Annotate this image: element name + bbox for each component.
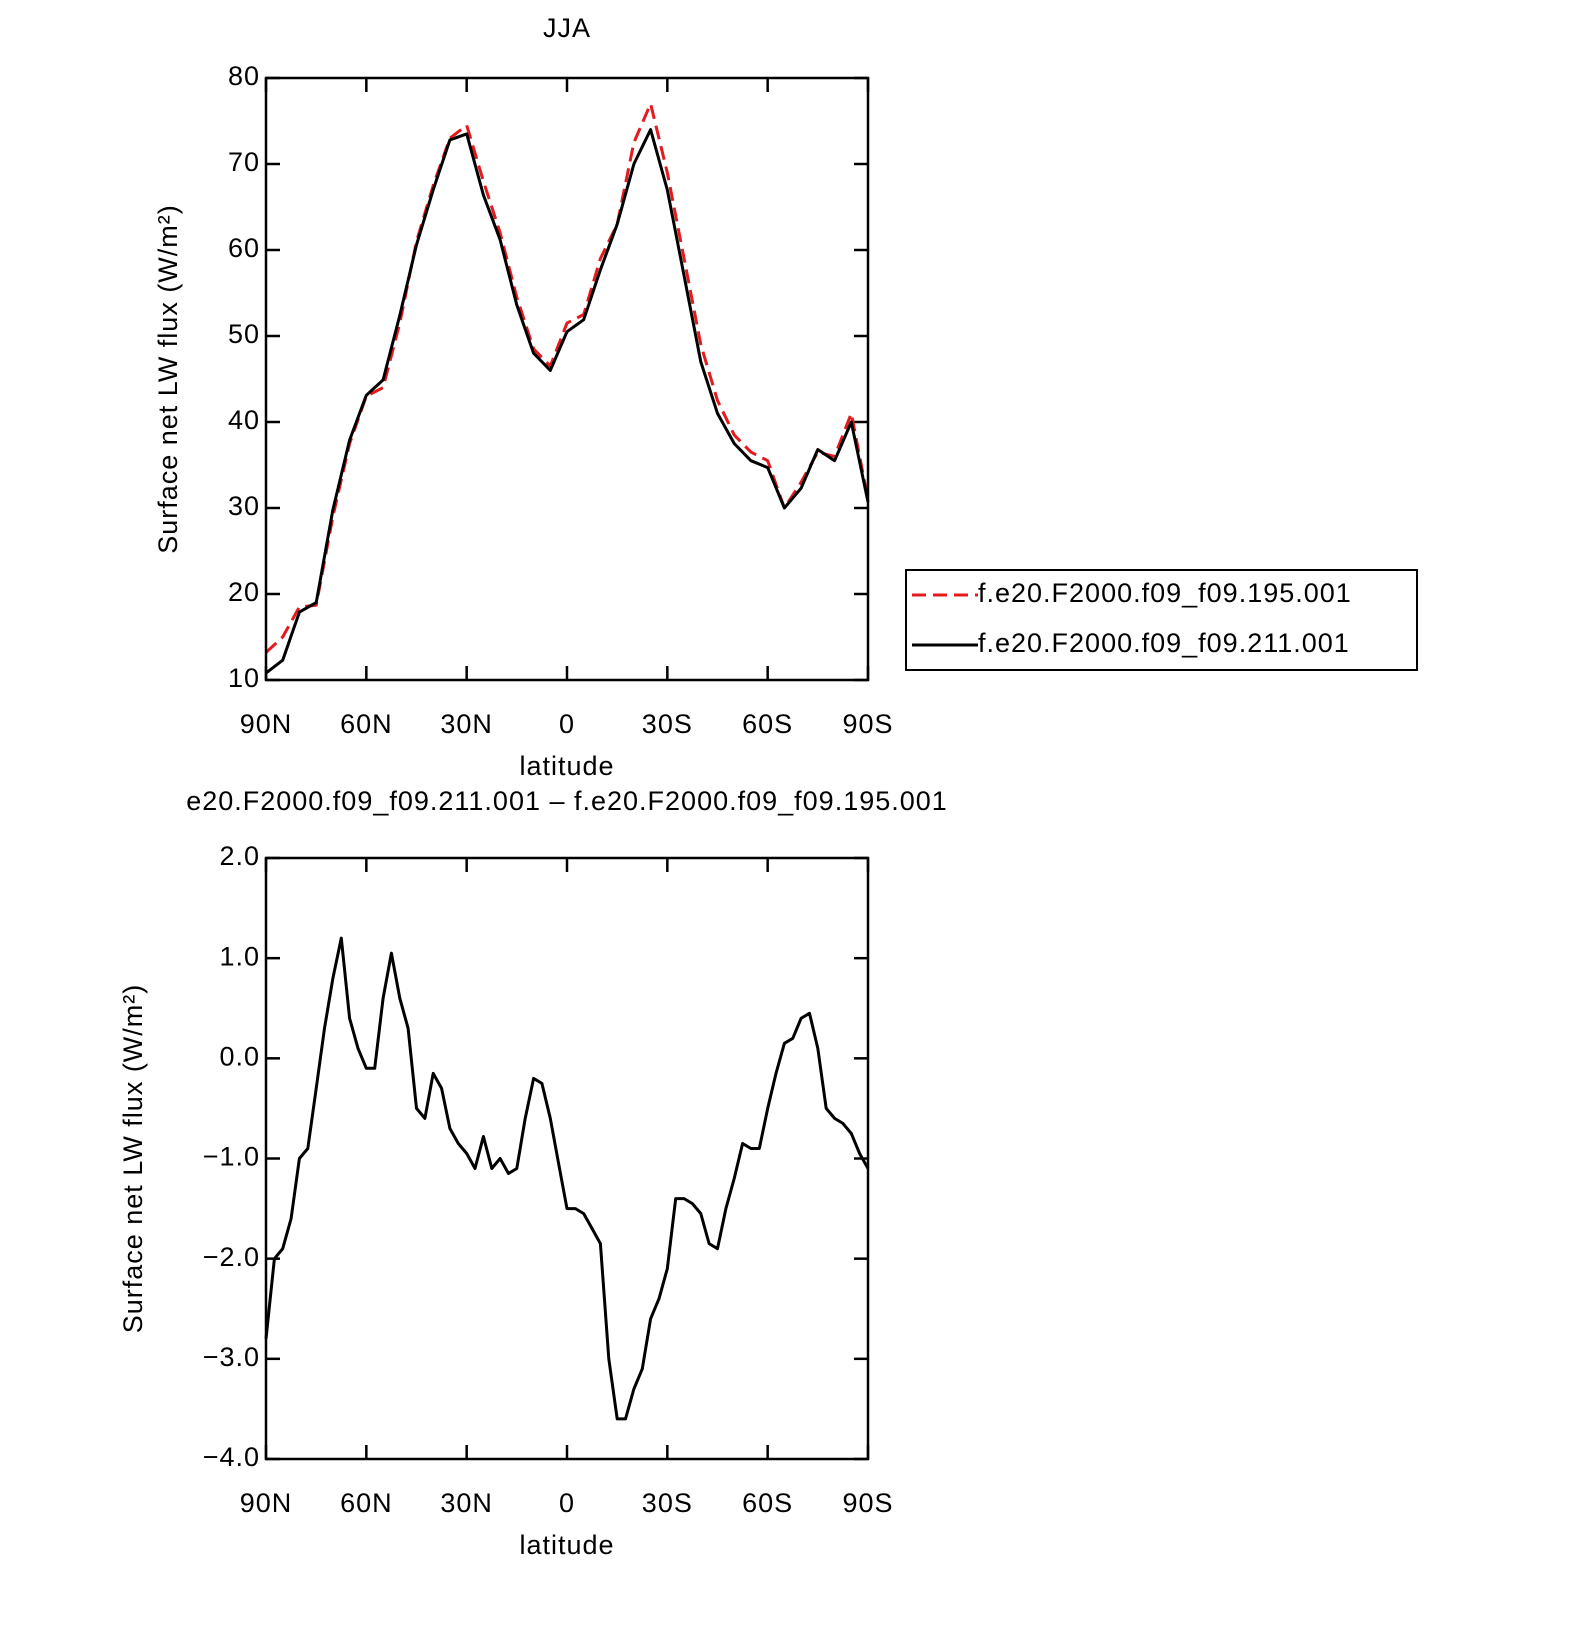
plot-frame	[264, 76, 870, 682]
x-axis-label: latitude	[519, 751, 614, 781]
y-tick-label: −4.0	[203, 1442, 260, 1472]
chart-title: JJA	[543, 13, 591, 43]
data-line	[264, 102, 870, 654]
y-tick-label: 60	[228, 233, 260, 263]
x-tick-label: 60N	[340, 1488, 393, 1518]
x-tick-label: 90N	[240, 709, 293, 739]
plot-frame	[264, 856, 870, 1461]
chart-title: e20.F2000.f09_f09.211.001 – f.e20.F2000.…	[186, 786, 948, 816]
x-tick-label: 60S	[742, 709, 793, 739]
x-tick-label: 0	[559, 1488, 575, 1518]
y-tick-label: 1.0	[219, 941, 260, 971]
y-tick-label: 10	[228, 663, 260, 693]
y-axis-label: Surface net LW flux (W/m²)	[153, 204, 183, 554]
x-tick-label: 90N	[240, 1488, 293, 1518]
y-tick-label: 40	[228, 405, 260, 435]
x-tick-label: 0	[559, 709, 575, 739]
x-tick-label: 90S	[842, 709, 893, 739]
legend-label: f.e20.F2000.f09_f09.211.001	[978, 628, 1350, 658]
y-tick-label: 70	[228, 147, 260, 177]
y-tick-label: 80	[228, 61, 260, 91]
data-line	[264, 936, 870, 1421]
legend-label: f.e20.F2000.f09_f09.195.001	[978, 578, 1352, 608]
x-axis-label: latitude	[519, 1530, 614, 1560]
y-tick-label: −2.0	[203, 1242, 260, 1272]
y-tick-label: 30	[228, 491, 260, 521]
x-tick-label: 30S	[642, 709, 693, 739]
y-axis-label: Surface net LW flux (W/m²)	[118, 984, 148, 1334]
y-tick-label: −1.0	[203, 1142, 260, 1172]
x-tick-label: 60N	[340, 709, 393, 739]
legend-box	[905, 569, 1418, 671]
data-line	[265, 128, 870, 675]
y-tick-label: −3.0	[203, 1342, 260, 1372]
y-tick-label: 0.0	[219, 1041, 260, 1071]
x-tick-label: 30N	[440, 709, 493, 739]
y-tick-label: 2.0	[219, 841, 260, 871]
y-tick-label: 50	[228, 319, 260, 349]
x-tick-label: 30N	[440, 1488, 493, 1518]
x-tick-label: 60S	[742, 1488, 793, 1518]
x-tick-label: 30S	[642, 1488, 693, 1518]
y-tick-label: 20	[228, 577, 260, 607]
x-tick-label: 90S	[842, 1488, 893, 1518]
